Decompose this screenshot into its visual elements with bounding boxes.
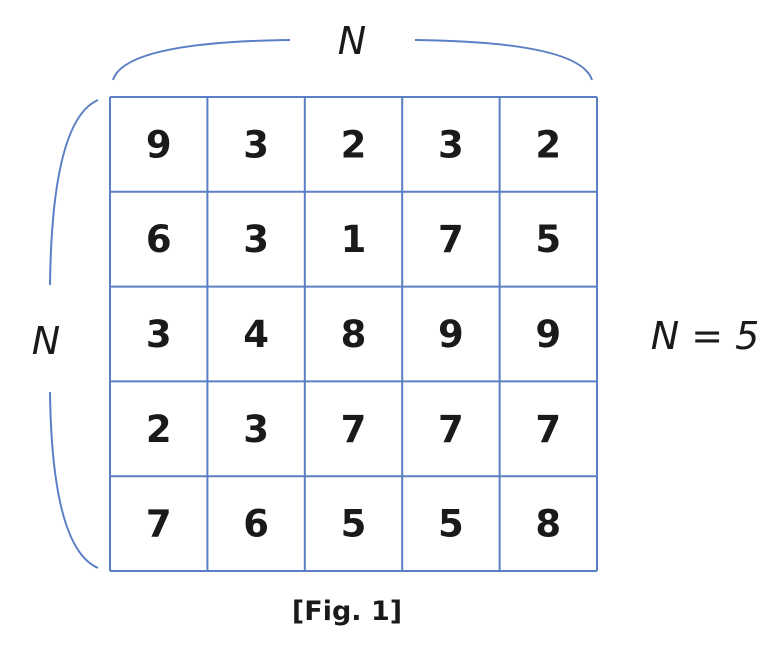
top-brace-right <box>414 39 593 81</box>
top-n-label: N <box>338 19 366 63</box>
grid-cell-value: 7 <box>146 503 172 546</box>
grid-cell-value: 5 <box>438 503 464 546</box>
grid-cell-value: 2 <box>146 408 172 451</box>
grid-cell-value: 3 <box>243 123 269 166</box>
grid-cell-value: 3 <box>243 408 269 451</box>
grid-cell-value: 9 <box>438 313 464 356</box>
left-n-label: N <box>32 319 60 363</box>
grid-cell-value: 5 <box>535 218 561 261</box>
grid-cell-value: 7 <box>438 218 464 261</box>
grid-lines <box>109 96 598 572</box>
grid-cell-value: 4 <box>243 313 269 356</box>
grid-cell-value: 7 <box>438 408 464 451</box>
top-brace-left <box>112 39 291 81</box>
grid-cell-value: 9 <box>535 313 561 356</box>
grid-cell-value: 3 <box>146 313 172 356</box>
left-brace-top <box>49 99 99 286</box>
grid-cell-value: 3 <box>243 218 269 261</box>
number-grid: 9 3 2 3 2 6 3 1 7 5 3 4 8 9 9 2 3 7 7 7 7 6 5 5 8 <box>146 123 561 545</box>
grid-cell-value: 8 <box>341 313 367 356</box>
grid-cell-value: 7 <box>535 408 561 451</box>
grid-cell-value: 5 <box>341 503 367 546</box>
grid-cell-value: 7 <box>341 408 367 451</box>
grid-cell-value: 6 <box>243 503 269 546</box>
grid-cell-value: 9 <box>146 123 172 166</box>
n-equals-label: N = 5 <box>651 314 760 358</box>
grid-cell-value: 3 <box>438 123 464 166</box>
figure-caption: [Fig. 1] <box>292 596 402 627</box>
grid-cell-value: 2 <box>341 123 367 166</box>
grid-cell-value: 1 <box>341 218 367 261</box>
grid-cell-value: 8 <box>535 503 561 546</box>
grid-cell-value: 2 <box>535 123 561 166</box>
left-brace-bottom <box>49 391 99 569</box>
grid-cell-value: 6 <box>146 218 172 261</box>
